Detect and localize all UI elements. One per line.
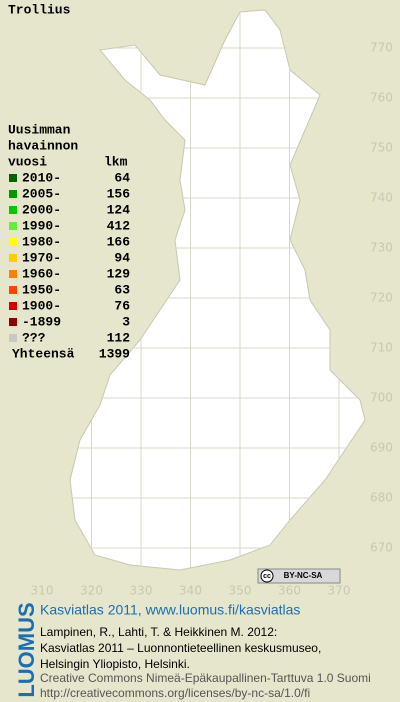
legend-label: 1960-	[22, 266, 61, 281]
y-tick-label: 770	[370, 41, 393, 55]
legend-header: vuosi	[8, 154, 47, 169]
legend-count: 64	[114, 170, 130, 185]
y-tick-label: 750	[370, 141, 393, 155]
x-tick-label: 340	[179, 584, 202, 598]
legend-label: 1990-	[22, 218, 61, 233]
x-tick-label: 320	[80, 584, 103, 598]
y-tick-label: 690	[370, 441, 393, 455]
x-tick-label: 350	[229, 584, 252, 598]
x-tick-label: 360	[278, 584, 301, 598]
legend-count: 129	[107, 266, 131, 281]
legend-swatch	[9, 222, 17, 230]
legend-header: Uusimman	[8, 122, 71, 137]
legend-header: havainnon	[8, 138, 78, 153]
legend-swatch	[9, 270, 17, 278]
legend-label: 1980-	[22, 234, 61, 249]
y-tick-label: 760	[370, 91, 393, 105]
legend-swatch	[9, 238, 17, 246]
badge-icon: cc	[263, 573, 271, 580]
legend-count: 63	[114, 282, 130, 297]
legend-count: 412	[107, 218, 131, 233]
legend-count: 156	[107, 186, 131, 201]
legend-label: 1950-	[22, 282, 61, 297]
y-tick-label: 730	[370, 241, 393, 255]
legend-count-header: lkm	[104, 154, 128, 169]
legend-label: -1899	[22, 314, 61, 329]
legend-count: 94	[114, 250, 130, 265]
legend-swatch	[9, 302, 17, 310]
legend-swatch	[9, 206, 17, 214]
legend-swatch	[9, 286, 17, 294]
brand: LUOMUS	[14, 602, 39, 697]
x-tick-label: 370	[328, 584, 351, 598]
badge-circle	[260, 569, 274, 583]
citation-line: Lampinen, R., Lahti, T. & Heikkinen M. 2…	[40, 625, 277, 639]
y-tick-label: 740	[370, 191, 393, 205]
legend-count: 112	[107, 330, 131, 345]
legend-count: 166	[107, 234, 131, 249]
license-line: Creative Commons Nimeä-Epäkaupallinen-Ta…	[40, 671, 371, 685]
legend-swatch	[9, 334, 17, 342]
legend-label: 1900-	[22, 298, 61, 313]
license-line: http://creativecommons.org/licenses/by-n…	[40, 686, 310, 700]
ticks: 770 760 750 740 730 720 710 700 690 680 670 310 320 3…	[31, 41, 393, 598]
footer-heading: Kasviatlas 2011, www.luomus.fi/kasviatla…	[40, 602, 300, 618]
badge-box	[257, 568, 341, 584]
license-badge: cc BY-NC-SA	[257, 568, 341, 584]
finland-outline	[69, 9, 366, 571]
legend-swatch	[9, 254, 17, 262]
map-title: Trollius	[8, 2, 71, 17]
citation-line: Kasviatlas 2011 – Luonnontieteellinen ke…	[40, 641, 321, 655]
legend-label: ???	[22, 330, 46, 345]
total-label: Yhteensä	[12, 346, 75, 361]
y-tick-label: 720	[370, 291, 393, 305]
legend-swatch	[9, 318, 17, 326]
x-tick-label: 310	[31, 584, 54, 598]
legend-label: 2000-	[22, 202, 61, 217]
footer: Lampinen, R., Lahti, T. & Heikkinen M. 2…	[40, 625, 371, 700]
x-tick-label: 330	[130, 584, 153, 598]
y-tick-label: 700	[370, 391, 393, 405]
legend-label: 1970-	[22, 250, 61, 265]
citation-line: Helsingin Yliopisto, Helsinki.	[40, 657, 190, 671]
y-tick-label: 710	[370, 341, 393, 355]
legend-count: 3	[122, 314, 130, 329]
legend-label: 2005-	[22, 186, 61, 201]
legend-swatch	[9, 174, 17, 182]
y-tick-label: 670	[370, 541, 393, 555]
legend-count: 76	[114, 298, 130, 313]
y-tick-label: 680	[370, 491, 393, 505]
total-count: 1399	[99, 346, 130, 361]
badge-label: BY-NC-SA	[284, 571, 323, 580]
legend-label: 2010-	[22, 170, 61, 185]
legend-count: 124	[107, 202, 131, 217]
legend-swatch	[9, 190, 17, 198]
